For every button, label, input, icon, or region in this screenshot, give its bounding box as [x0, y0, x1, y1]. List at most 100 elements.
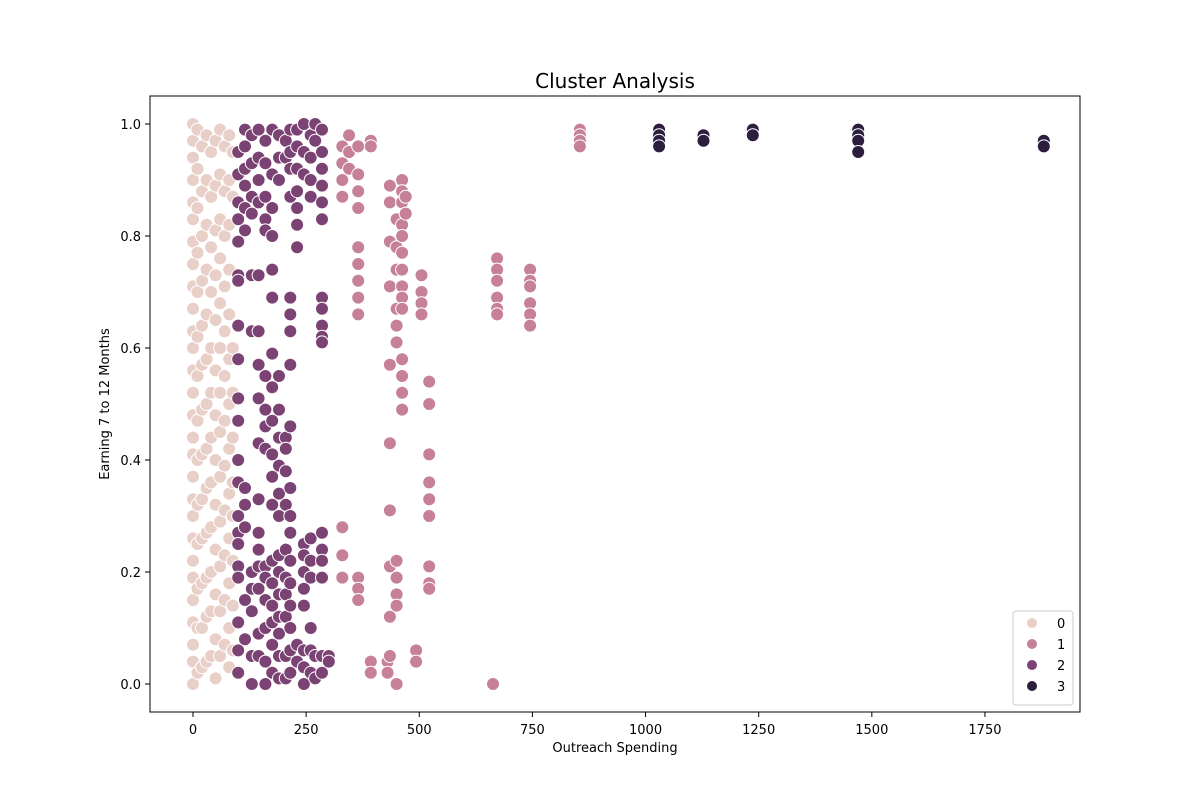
- data-point-cluster-1: [486, 677, 500, 691]
- data-point-cluster-0: [186, 553, 200, 568]
- data-point-cluster-2: [231, 453, 246, 467]
- data-point-cluster-1: [351, 240, 366, 255]
- data-point-cluster-1: [395, 385, 410, 400]
- data-point-cluster-3: [1036, 139, 1051, 154]
- data-point-cluster-2: [231, 643, 246, 658]
- data-point-cluster-2: [231, 273, 246, 288]
- data-point-cluster-2: [238, 481, 252, 495]
- legend-label-2: 2: [1057, 659, 1065, 674]
- data-point-cluster-0: [217, 458, 232, 473]
- data-point-cluster-0: [217, 279, 232, 294]
- data-point-cluster-0: [225, 430, 240, 445]
- data-point-cluster-0: [186, 469, 200, 484]
- legend-label-1: 1: [1057, 638, 1065, 653]
- data-point-cluster-1: [382, 357, 397, 372]
- data-point-cluster-2: [258, 369, 273, 383]
- data-point-cluster-0: [222, 307, 237, 322]
- data-point-cluster-1: [414, 268, 429, 283]
- data-point-cluster-1: [335, 570, 350, 585]
- data-point-cluster-2: [244, 206, 259, 221]
- x-tick-label: 1750: [968, 723, 1001, 738]
- legend-marker-0: [1026, 617, 1038, 629]
- data-point-cluster-2: [315, 145, 329, 159]
- data-point-cluster-0: [213, 341, 228, 355]
- data-point-cluster-3: [745, 128, 760, 143]
- data-point-cluster-2: [278, 464, 293, 479]
- data-point-cluster-2: [251, 173, 266, 187]
- data-point-cluster-1: [335, 548, 350, 563]
- data-point-cluster-2: [238, 632, 252, 647]
- data-point-cluster-2: [315, 553, 329, 568]
- data-point-cluster-0: [208, 268, 223, 283]
- data-point-cluster-2: [251, 492, 266, 507]
- data-point-cluster-0: [190, 245, 205, 260]
- data-point-cluster-2: [272, 626, 286, 641]
- data-point-cluster-2: [251, 268, 266, 283]
- data-point-cluster-1: [351, 201, 366, 215]
- data-point-cluster-1: [422, 374, 437, 389]
- data-point-cluster-2: [265, 262, 280, 277]
- data-point-cluster-2: [283, 357, 298, 372]
- data-point-cluster-1: [380, 665, 395, 680]
- data-point-cluster-2: [265, 201, 280, 215]
- data-point-cluster-0: [217, 324, 232, 339]
- data-point-cluster-2: [231, 352, 246, 367]
- legend-label-0: 0: [1057, 617, 1065, 632]
- data-point-cluster-2: [315, 301, 329, 316]
- data-point-cluster-2: [283, 576, 298, 591]
- data-point-cluster-2: [265, 497, 280, 512]
- data-point-cluster-2: [283, 525, 298, 540]
- data-point-cluster-2: [283, 290, 298, 305]
- data-point-cluster-2: [238, 520, 252, 535]
- data-point-cluster-0: [213, 385, 228, 400]
- data-point-cluster-2: [231, 615, 246, 630]
- data-point-cluster-1: [422, 509, 437, 523]
- data-point-cluster-1: [409, 654, 424, 669]
- data-point-cluster-2: [303, 173, 318, 187]
- data-point-cluster-2: [315, 161, 329, 176]
- data-point-cluster-2: [251, 122, 266, 137]
- data-point-cluster-2: [238, 139, 252, 154]
- y-tick-label: 0.4: [120, 454, 141, 469]
- data-point-cluster-2: [315, 525, 329, 540]
- data-point-cluster-1: [382, 609, 397, 624]
- data-point-cluster-2: [265, 229, 280, 243]
- data-point-cluster-2: [231, 212, 246, 227]
- data-point-cluster-2: [251, 542, 266, 557]
- data-point-cluster-1: [351, 139, 366, 154]
- data-point-cluster-1: [351, 273, 366, 288]
- legend: 0 1 2 3: [1012, 610, 1074, 706]
- data-point-cluster-2: [265, 346, 280, 361]
- x-tick-label: 1250: [742, 723, 775, 738]
- data-point-cluster-2: [231, 413, 246, 428]
- data-point-cluster-2: [265, 637, 280, 652]
- points-layer: [186, 117, 1051, 691]
- data-point-cluster-2: [238, 223, 252, 238]
- data-point-cluster-1: [335, 173, 350, 187]
- data-point-cluster-2: [296, 677, 311, 691]
- data-point-cluster-0: [225, 598, 240, 613]
- data-point-cluster-2: [251, 525, 266, 540]
- data-point-cluster-0: [186, 301, 200, 316]
- data-point-cluster-1: [335, 520, 350, 535]
- data-point-cluster-2: [315, 570, 329, 585]
- x-tick-label: 750: [520, 723, 545, 738]
- x-axis-label: Outreach Spending: [552, 741, 677, 756]
- data-point-cluster-1: [363, 665, 378, 680]
- data-point-cluster-2: [272, 402, 286, 417]
- data-point-cluster-2: [258, 133, 273, 148]
- data-point-cluster-2: [238, 178, 252, 193]
- data-point-cluster-1: [382, 195, 397, 210]
- data-point-cluster-1: [389, 335, 404, 350]
- data-point-cluster-1: [389, 598, 404, 613]
- data-point-cluster-2: [321, 654, 336, 669]
- data-point-cluster-1: [422, 559, 437, 574]
- data-point-cluster-2: [315, 335, 329, 350]
- data-point-cluster-2: [231, 537, 246, 551]
- data-point-cluster-0: [186, 385, 200, 400]
- data-point-cluster-2: [251, 357, 266, 372]
- data-point-cluster-0: [208, 671, 223, 686]
- y-tick-label: 0.6: [120, 342, 141, 357]
- data-point-cluster-0: [190, 201, 205, 215]
- data-point-cluster-1: [351, 257, 366, 271]
